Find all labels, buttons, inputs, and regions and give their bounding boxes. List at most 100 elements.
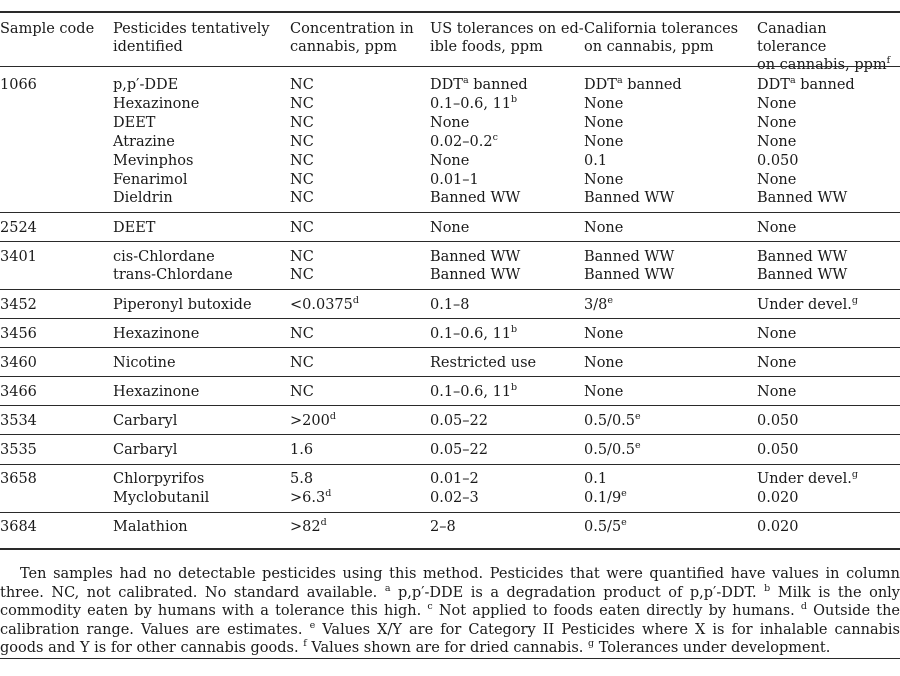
california-tolerance-cell: None	[584, 133, 623, 152]
column-header-line: Sample code	[0, 20, 94, 38]
canadian-tolerance-cell: Banned WW	[757, 266, 847, 285]
cell-text: DDT	[430, 77, 463, 93]
concentration-cell: NC	[290, 219, 314, 238]
column-header-text: identified	[113, 39, 183, 55]
footnote-text: Ten samples had no detectable pesticides…	[0, 566, 900, 601]
canadian-tolerance-cell: DDTa banned	[757, 76, 855, 95]
cell-text: NC	[290, 114, 314, 131]
cell-text: 0.1	[584, 471, 608, 488]
concentration-cell: <0.0375d	[290, 294, 359, 315]
us-tolerance-cell: None	[430, 219, 469, 238]
california-tolerance-cell: 0.5/0.5e	[584, 412, 641, 431]
concentration-cell: NC	[290, 133, 314, 152]
sample-code-cell: 3456	[0, 325, 37, 342]
canadian-tolerance-cell: 0.050	[757, 152, 799, 171]
footnote-marker: d	[320, 517, 327, 529]
row-group-divider	[0, 463, 900, 465]
table-row-group: 3452 Piperonyl butoxide <0.0375d 0.1–8 3/8e U…	[0, 294, 900, 315]
us-tolerance-cell: 0.1–8	[430, 296, 470, 315]
column-header-line: ible foods, ppm	[430, 38, 584, 56]
cell-text: None	[757, 383, 797, 400]
concentration-cell: NC	[290, 383, 314, 402]
canadian-tolerance-cell: None	[757, 114, 796, 133]
row-group-divider	[0, 376, 900, 378]
concentration-cell: NC	[290, 95, 314, 114]
column-header-line: California tolerances	[584, 20, 738, 38]
cell-text: Piperonyl butoxide	[113, 296, 252, 313]
footnote-marker: f	[886, 55, 891, 66]
pesticide-cell: cis-Chlordane	[113, 248, 215, 267]
pesticide-cell: Hexazinone	[113, 95, 199, 114]
pesticide-cell: Malathion	[113, 518, 188, 537]
pesticide-cell: Dieldrin	[113, 189, 173, 208]
sample-code-cell: 3534	[0, 413, 37, 429]
footnote-text: Values X/Y are for Category II Pesticide…	[0, 621, 900, 657]
cell-text: Myclobutanil	[113, 490, 210, 507]
cell-text: NC	[290, 190, 314, 207]
cell-text: 2–8	[430, 519, 456, 536]
cell-text-suffix: banned	[795, 77, 855, 93]
cell-text: None	[584, 383, 624, 400]
cell-text: Banned WW	[757, 267, 848, 284]
cell-text: NC	[290, 77, 314, 93]
cell-text: 5.8	[290, 471, 314, 488]
cell-text: DEET	[113, 114, 156, 131]
column-header-us-tolerance: US tolerances on ed-ible foods, ppm	[430, 20, 584, 56]
column-header-line: Concentration in	[290, 20, 414, 38]
column-header-pesticide: Pesticides tentatively identified	[113, 20, 270, 56]
california-tolerance-cell: None	[584, 95, 623, 114]
california-tolerance-cell: None	[584, 354, 623, 373]
cell-text: None	[757, 171, 797, 188]
footnote-marker: f	[303, 638, 307, 650]
cell-text: None	[757, 95, 797, 112]
footnote-marker: b	[511, 381, 518, 393]
cell-text: NC	[290, 152, 314, 169]
us-tolerance-cell: 0.1–0.6, 11b	[430, 324, 517, 344]
cell-text: None	[584, 114, 624, 131]
cell-text: Banned WW	[757, 248, 848, 265]
sample-code-cell: 3466	[0, 383, 37, 400]
concentration-cell: NC	[290, 152, 314, 171]
cell-text: 0.5/0.5	[584, 413, 636, 429]
row-group-divider	[0, 288, 900, 290]
cell-text: Atrazine	[113, 133, 175, 150]
cell-text: 0.050	[757, 442, 799, 459]
concentration-cell: >6.3d	[290, 489, 331, 508]
california-tolerance-cell: Banned WW	[584, 266, 674, 285]
cell-text: NC	[290, 133, 314, 150]
column-header-text: Concentration in	[290, 21, 414, 37]
pesticide-cell: Atrazine	[113, 133, 175, 152]
pesticide-cell: Chlorpyrifos	[113, 470, 204, 489]
cell-text: None	[584, 325, 624, 342]
table-row-group: 3401 cis-Chlordane NC Banned WW Banned WW Ban…	[0, 248, 900, 286]
concentration-cell: NC	[290, 354, 314, 373]
cell-text: Hexazinone	[113, 325, 200, 342]
cell-text: Restricted use	[430, 354, 537, 371]
concentration-cell: NC	[290, 248, 314, 267]
cell-text: Banned WW	[430, 190, 521, 207]
pesticide-cell: Piperonyl butoxide	[113, 296, 252, 315]
california-tolerance-cell: None	[584, 219, 623, 238]
cell-text: p,p′-DDE	[113, 77, 179, 93]
table-row-group: 3460 Nicotine NC Restricted use None None	[0, 354, 900, 373]
row-group-divider	[0, 211, 900, 213]
cell-text: NC	[290, 325, 314, 342]
canadian-tolerance-cell: None	[757, 95, 796, 114]
column-header-text: Canadian tolerance	[757, 21, 827, 55]
footnote-marker: e	[635, 440, 641, 452]
table-row-group: 3534 Carbaryl >200d 0.05–22 0.5/0.5e 0.050	[0, 412, 900, 431]
california-tolerance-cell: 0.5/5e	[584, 518, 627, 537]
footnote-marker: d	[800, 601, 807, 613]
table-row-group: 3535 Carbaryl 1.6 0.05–22 0.5/0.5e 0.050	[0, 441, 900, 460]
footnote-marker: a	[462, 75, 469, 86]
cell-text: 0.02–3	[430, 490, 479, 507]
footnote-marker: d	[352, 294, 359, 306]
pesticide-cell: Hexazinone	[113, 383, 199, 402]
cell-text: trans-Chlordane	[113, 267, 233, 284]
california-tolerance-cell: 0.1	[584, 152, 607, 171]
column-header-text: US tolerances on ed-	[430, 21, 584, 37]
us-tolerance-cell: None	[430, 114, 469, 133]
table-row-group: 3466 Hexazinone NC 0.1–0.6, 11b None None	[0, 383, 900, 402]
cell-text: None	[757, 133, 797, 150]
cell-text: Chlorpyrifos	[113, 471, 205, 488]
